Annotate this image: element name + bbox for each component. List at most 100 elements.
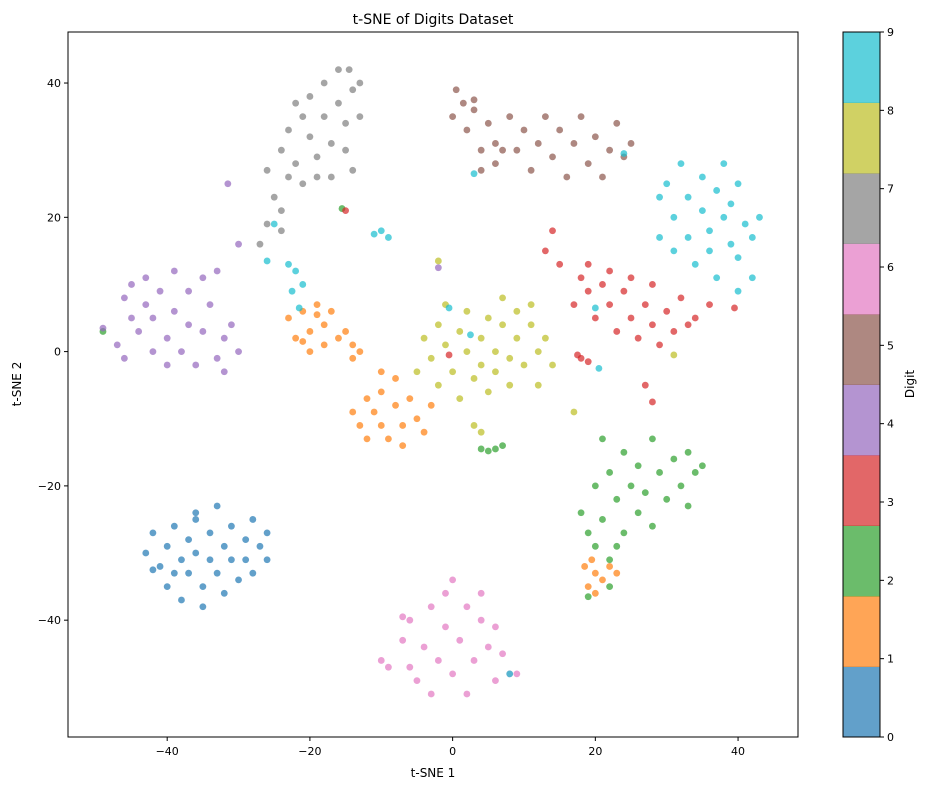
point-digit-5: [492, 140, 499, 147]
point-digit-9: [506, 670, 514, 678]
point-digit-6: [477, 589, 485, 597]
point-digit-9: [270, 220, 278, 228]
point-digit-3: [584, 260, 592, 268]
point-digit-8: [456, 395, 464, 402]
point-digit-4: [142, 301, 150, 308]
colorbar-tick-label: 9: [887, 26, 894, 39]
point-digit-3: [627, 274, 635, 282]
x-tick-label: 0: [449, 745, 456, 758]
point-digit-9: [263, 257, 271, 265]
point-digit-4: [99, 324, 107, 332]
point-digit-8: [541, 334, 549, 342]
point-digit-7: [349, 166, 357, 174]
point-digit-1: [292, 334, 300, 342]
point-digit-4: [185, 287, 192, 295]
point-digit-4: [185, 321, 192, 329]
point-digit-8: [456, 328, 464, 335]
point-digit-0: [235, 576, 242, 584]
y-tick-label: −40: [38, 614, 61, 627]
point-digit-0: [263, 556, 271, 564]
x-tick-label: 20: [588, 745, 602, 758]
point-digit-7: [306, 93, 314, 100]
point-digit-8: [513, 334, 521, 342]
point-digit-2: [677, 482, 685, 490]
point-digit-9: [734, 254, 742, 261]
point-digit-1: [406, 395, 414, 402]
y-tick-label: −20: [38, 480, 61, 493]
point-digit-9: [741, 220, 749, 228]
point-digit-0: [163, 542, 171, 550]
point-digit-7: [327, 140, 335, 147]
point-digit-7: [285, 173, 292, 181]
point-digit-5: [534, 140, 542, 147]
x-tick-label: −40: [156, 745, 179, 758]
point-digit-9: [670, 213, 678, 221]
point-digit-1: [356, 422, 364, 429]
point-digit-5: [541, 113, 549, 120]
point-digit-7: [327, 173, 335, 181]
point-digit-2: [599, 516, 606, 523]
point-digit-9: [713, 187, 721, 194]
point-digit-3: [634, 334, 642, 342]
point-digit-1: [413, 415, 421, 423]
point-digit-8: [534, 348, 542, 355]
point-digit-5: [613, 119, 621, 127]
point-digit-0: [220, 542, 228, 550]
colorbar-segment-1: [843, 596, 880, 667]
y-tick-label: 40: [47, 77, 61, 90]
colorbar-tick-label: 0: [887, 731, 894, 744]
colorbar-segment-7: [843, 173, 880, 244]
point-digit-6: [492, 677, 499, 684]
point-digit-2: [620, 529, 628, 537]
point-digit-4: [142, 274, 150, 282]
point-digit-2: [606, 583, 614, 590]
point-digit-4: [128, 281, 135, 288]
point-digit-5: [599, 173, 606, 181]
point-digit-0: [185, 569, 192, 577]
point-digit-5: [470, 106, 478, 114]
colorbar-segment-0: [843, 666, 880, 738]
colorbar-tick-label: 4: [887, 418, 894, 431]
point-digit-0: [228, 522, 235, 530]
point-digit-4: [163, 334, 171, 342]
point-digit-9: [467, 331, 474, 339]
point-digit-1: [377, 368, 385, 376]
point-digit-5: [484, 119, 492, 127]
point-digit-9: [663, 180, 671, 188]
colorbar-tick-label: 8: [887, 104, 894, 117]
point-digit-1: [581, 563, 589, 570]
point-digit-4: [149, 314, 157, 322]
point-digit-3: [584, 358, 592, 366]
point-digit-9: [684, 193, 692, 201]
point-digit-8: [413, 368, 421, 376]
point-digit-2: [584, 529, 592, 537]
point-digit-3: [613, 328, 621, 335]
point-digit-6: [456, 636, 464, 644]
point-digit-9: [677, 160, 685, 168]
point-digit-6: [470, 657, 478, 664]
point-digit-3: [684, 321, 692, 329]
point-digit-5: [513, 146, 521, 154]
colorbar-tick-label: 2: [887, 574, 894, 587]
point-digit-6: [499, 650, 506, 658]
point-digit-1: [385, 435, 392, 443]
point-digit-3: [599, 281, 606, 288]
point-digit-3: [649, 398, 656, 406]
point-digit-0: [213, 569, 221, 577]
point-digit-4: [224, 180, 232, 188]
point-digit-2: [656, 469, 663, 476]
point-digit-1: [335, 334, 342, 342]
point-digit-0: [170, 522, 178, 530]
point-digit-1: [349, 354, 357, 362]
point-digit-8: [499, 294, 506, 302]
point-digit-8: [513, 307, 521, 315]
point-digit-4: [170, 307, 178, 315]
x-axis-ticks: −40 −20 0 20 40: [156, 737, 745, 758]
point-digit-3: [641, 301, 649, 308]
point-digit-7: [349, 86, 357, 94]
point-digit-2: [684, 448, 692, 456]
point-digit-0: [206, 556, 214, 564]
point-digit-0: [256, 542, 264, 550]
point-digit-1: [399, 442, 407, 449]
colorbar-frame: [842, 31, 881, 738]
